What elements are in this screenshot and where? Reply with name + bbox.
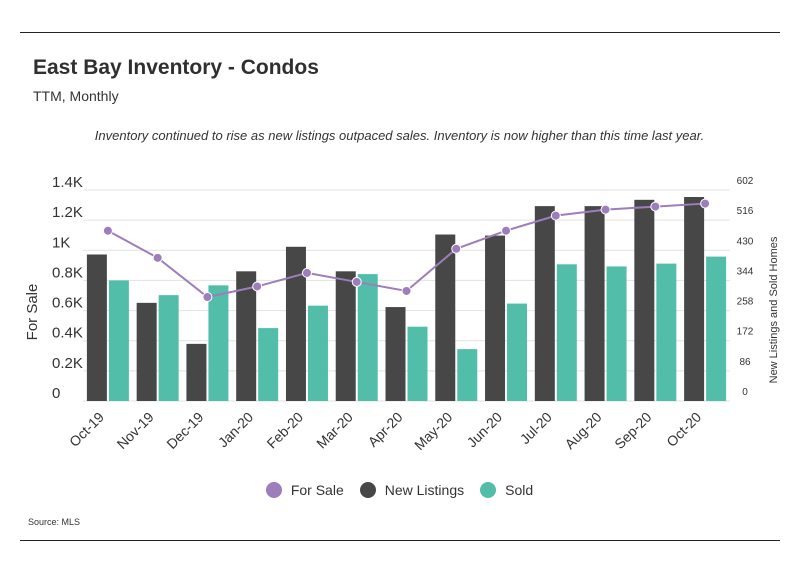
bar-new-listings-aug-20: [584, 206, 605, 401]
chart-subtitle: TTM, Monthly: [33, 88, 119, 104]
bar-sold-dec-19: [208, 285, 229, 401]
point-for-sale-feb-20: [301, 267, 312, 278]
point-for-sale-nov-19: [152, 252, 163, 263]
x-tick-label: Dec-19: [163, 409, 206, 452]
right-tick-label: 258: [737, 297, 754, 308]
point-for-sale-oct-19: [102, 225, 113, 236]
bar-new-listings-oct-19: [86, 254, 107, 401]
x-tick-label: Oct-19: [66, 409, 107, 450]
x-tick-label: May-20: [411, 409, 455, 453]
bar-new-listings-mar-20: [335, 271, 356, 401]
legend-label-sold: Sold: [505, 482, 534, 498]
right-tick-label: 86: [739, 357, 751, 368]
bar-new-listings-jan-20: [236, 271, 257, 401]
bar-sold-mar-20: [357, 274, 378, 401]
legend-item-new-listings: New Listings: [359, 482, 465, 498]
bar-sold-sep-20: [656, 263, 677, 401]
point-for-sale-apr-20: [401, 285, 412, 296]
legend-swatch-for-sale: [265, 482, 282, 498]
bar-new-listings-feb-20: [285, 246, 306, 401]
bar-sold-oct-20: [706, 256, 727, 401]
bar-new-listings-nov-19: [136, 302, 157, 401]
left-tick-label: 1K: [52, 234, 70, 251]
bar-sold-jul-20: [556, 264, 577, 401]
left-axis-label: For Sale: [24, 284, 41, 341]
point-for-sale-may-20: [451, 243, 462, 254]
left-tick-label: 0.6K: [52, 295, 83, 312]
chart-title: East Bay Inventory - Condos: [33, 56, 319, 79]
bar-new-listings-dec-19: [186, 343, 207, 401]
bar-sold-jun-20: [507, 303, 528, 401]
source-note: Source: MLS: [28, 517, 81, 527]
point-for-sale-jan-20: [252, 281, 263, 292]
bar-new-listings-sep-20: [634, 199, 655, 401]
legend-swatch-sold: [480, 482, 497, 498]
bar-sold-may-20: [457, 349, 478, 401]
bar-sold-nov-19: [158, 295, 179, 401]
x-tick-label: Jun-20: [464, 409, 506, 451]
left-axis-ticks: 0 0.2K 0.4K 0.6K 0.8K 1K 1.2K 1.4K: [52, 174, 83, 402]
right-tick-label: 430: [737, 236, 754, 247]
left-tick-label: 0.8K: [52, 264, 83, 281]
x-tick-label: Jan-20: [215, 409, 257, 451]
x-tick-label: Aug-20: [561, 409, 604, 452]
right-axis-label: New Listings and Sold Homes: [768, 236, 780, 383]
bar-new-listings-apr-20: [385, 307, 406, 401]
x-tick-label: Feb-20: [263, 409, 306, 452]
left-tick-label: 1.4K: [52, 174, 83, 191]
bars: [86, 197, 727, 401]
right-axis-ticks: 0 86 172 258 344 430 516 602: [737, 176, 754, 398]
bar-sold-aug-20: [606, 266, 627, 401]
bar-sold-apr-20: [407, 326, 428, 401]
left-tick-label: 0.4K: [52, 325, 83, 342]
x-tick-label: Mar-20: [313, 409, 356, 452]
right-tick-label: 172: [737, 327, 754, 338]
for-sale-line: [102, 198, 711, 303]
legend-label-new-listings: New Listings: [384, 482, 465, 498]
bar-sold-oct-19: [108, 280, 129, 401]
point-for-sale-dec-19: [202, 292, 213, 303]
x-tick-label: Nov-19: [114, 409, 157, 452]
right-tick-label: 602: [737, 176, 754, 187]
x-tick-label: Oct-20: [663, 409, 704, 450]
bar-sold-jan-20: [258, 328, 279, 401]
bar-new-listings-oct-20: [684, 197, 705, 401]
left-tick-label: 0: [52, 385, 60, 402]
point-for-sale-mar-20: [351, 276, 362, 287]
legend-item-sold: Sold: [480, 482, 533, 498]
point-for-sale-sep-20: [650, 201, 661, 212]
x-tick-label: Jul-20: [517, 409, 555, 447]
legend-swatch-new-listings: [359, 482, 376, 498]
right-tick-label: 516: [737, 206, 754, 217]
bar-sold-feb-20: [307, 305, 328, 401]
bottom-rule: [20, 540, 780, 541]
point-for-sale-jul-20: [550, 210, 561, 221]
left-tick-label: 1.2K: [52, 204, 83, 221]
point-for-sale-jun-20: [501, 225, 512, 236]
right-tick-label: 0: [742, 387, 748, 398]
chart-annotation: Inventory continued to rise as new listi…: [94, 128, 705, 143]
x-tick-label: Sep-20: [611, 409, 654, 452]
bar-new-listings-jul-20: [534, 206, 555, 401]
bar-new-listings-may-20: [435, 234, 456, 401]
top-rule: [20, 32, 780, 33]
bar-new-listings-jun-20: [485, 235, 506, 401]
x-tick-label: Apr-20: [365, 409, 406, 450]
point-for-sale-oct-20: [700, 198, 711, 209]
x-axis-labels: Oct-19 Nov-19 Dec-19 Jan-20 Feb-20 Mar-20 Apr-…: [66, 409, 704, 453]
legend: For Sale New Listings Sold: [0, 482, 799, 498]
right-tick-label: 344: [737, 266, 754, 277]
point-for-sale-aug-20: [600, 204, 611, 215]
legend-item-for-sale: For Sale: [265, 482, 344, 498]
left-tick-label: 0.2K: [52, 355, 83, 372]
legend-label-for-sale: For Sale: [290, 482, 344, 498]
